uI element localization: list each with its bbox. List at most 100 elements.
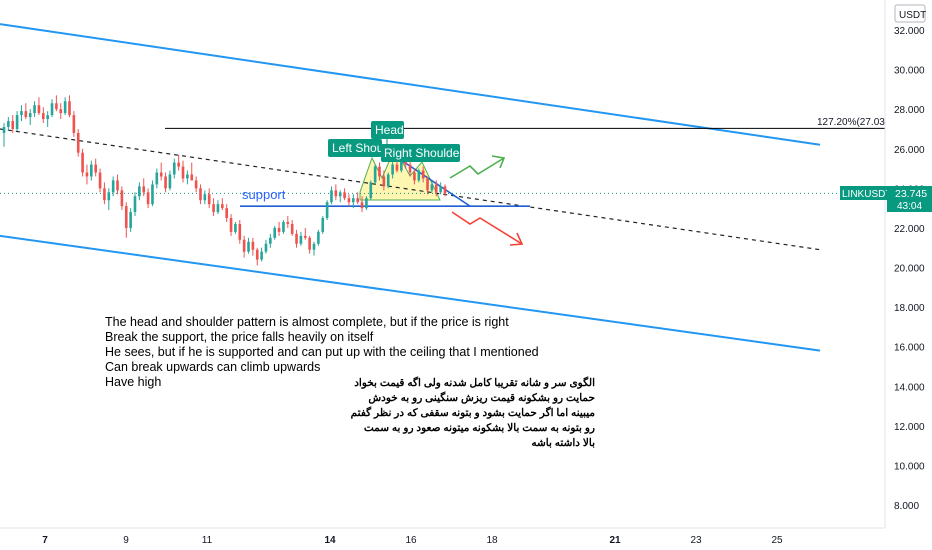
- candle-body: [124, 206, 128, 228]
- trendline-neckline-dashed[interactable]: [0, 128, 821, 251]
- candles: [2, 95, 447, 266]
- right-shoulder-label: Right Shoulder: [381, 144, 463, 162]
- analysis-note-persian: الگوی سر و شانه تقریبا کامل شدنه ولی اگه…: [350, 377, 595, 449]
- candle-body: [107, 192, 111, 201]
- candle-body: [177, 162, 180, 167]
- x-tick-label: 7: [42, 535, 48, 546]
- candle-body: [76, 132, 80, 153]
- candle-body: [168, 174, 172, 189]
- candle-body: [439, 186, 442, 193]
- candle-body: [277, 227, 281, 232]
- y-tick-label: 28.000: [894, 105, 925, 116]
- candle-body: [37, 105, 41, 114]
- candle-body: [251, 241, 255, 250]
- x-tick-label: 11: [202, 535, 213, 546]
- candle-body: [33, 105, 36, 114]
- candle-body: [295, 233, 298, 244]
- candle-body: [238, 223, 242, 240]
- symbol-price-tag: LINKUSDT 23.745 43:04: [840, 186, 932, 212]
- candle-body: [138, 186, 141, 197]
- candle-body: [24, 111, 28, 118]
- candle-body: [334, 190, 338, 197]
- candle-body: [190, 174, 194, 181]
- x-tick-label: 18: [486, 535, 498, 546]
- x-tick-label: 9: [123, 535, 129, 546]
- candle-body: [212, 204, 215, 213]
- candle-body: [321, 218, 325, 232]
- svg-text:23.745: 23.745: [895, 188, 927, 200]
- trendline-lower-channel[interactable]: [0, 234, 821, 352]
- trendlines[interactable]: [0, 23, 932, 352]
- candle-body: [133, 196, 137, 213]
- candle-body: [15, 115, 19, 129]
- candle-body: [146, 192, 150, 205]
- candle-body: [199, 188, 202, 201]
- candle-body: [317, 231, 320, 244]
- x-tick-label: 16: [405, 535, 417, 546]
- candle-body: [159, 172, 163, 177]
- candle-body: [203, 194, 207, 201]
- svg-text:Left Shoul: Left Shoul: [332, 141, 386, 155]
- candle-body: [151, 184, 154, 205]
- y-tick-label: 20.000: [894, 264, 925, 275]
- currency-badge[interactable]: [894, 4, 926, 23]
- analysis-note-english: The head and shoulder pattern is almost …: [105, 315, 539, 389]
- time-axis[interactable]: 7 9 11 14 16 18 21 23 25: [0, 527, 932, 550]
- candle-body: [46, 115, 49, 120]
- candle-body: [286, 221, 290, 224]
- head-label: Head: [371, 121, 404, 148]
- candle-body: [129, 212, 132, 228]
- candle-body: [81, 152, 84, 173]
- candle-body: [164, 176, 167, 189]
- candle-body: [308, 237, 311, 250]
- price-axis[interactable]: USDT 32.00030.00028.00026.00024.00022.00…: [884, 0, 932, 550]
- candle-body: [229, 218, 233, 232]
- candle-body: [68, 101, 71, 116]
- candle-body: [63, 101, 67, 114]
- candle-body: [400, 158, 403, 171]
- trendline-upper-channel[interactable]: [0, 23, 821, 146]
- candle-body: [356, 198, 359, 203]
- candle-body: [120, 190, 124, 207]
- candle-body: [72, 115, 76, 133]
- candle-body: [260, 251, 263, 260]
- candle-body: [41, 113, 45, 120]
- svg-text:43:04: 43:04: [897, 201, 922, 212]
- candle-body: [264, 243, 268, 252]
- candle-body: [443, 186, 447, 194]
- candle-body: [7, 121, 10, 127]
- y-tick-label: 22.000: [894, 224, 925, 235]
- candle-body: [360, 202, 364, 209]
- candle-body: [413, 172, 416, 181]
- candle-body: [255, 249, 259, 260]
- candle-body: [373, 166, 377, 183]
- candle-body: [282, 221, 285, 232]
- candle-body: [369, 182, 373, 199]
- support-label: support: [242, 187, 286, 202]
- arrow-down-icon: [451, 211, 524, 246]
- candle-body: [207, 194, 211, 205]
- y-tick-label: 8.000: [894, 501, 919, 512]
- candle-body: [421, 170, 425, 179]
- candle-body: [325, 202, 329, 219]
- candle-body: [172, 162, 176, 175]
- candle-body: [273, 227, 277, 238]
- candle-body: [11, 121, 15, 129]
- y-tick-label: 26.000: [894, 145, 925, 156]
- candle-body: [94, 164, 98, 173]
- candle-body: [382, 176, 386, 187]
- overlays: Left Shoul Head Right Shoulder support 1…: [242, 117, 894, 246]
- candle-body: [181, 166, 185, 179]
- candle-body: [116, 180, 119, 191]
- candle-body: [59, 109, 63, 114]
- candle-body: [303, 235, 307, 238]
- candle-body: [247, 241, 250, 252]
- candle-body: [343, 192, 346, 199]
- candle-body: [142, 186, 146, 193]
- candle-body: [225, 208, 228, 219]
- y-tick-label: 18.000: [894, 303, 925, 314]
- candle-body: [55, 103, 58, 110]
- y-tick-label: 30.000: [894, 66, 925, 77]
- candle-body: [50, 103, 54, 116]
